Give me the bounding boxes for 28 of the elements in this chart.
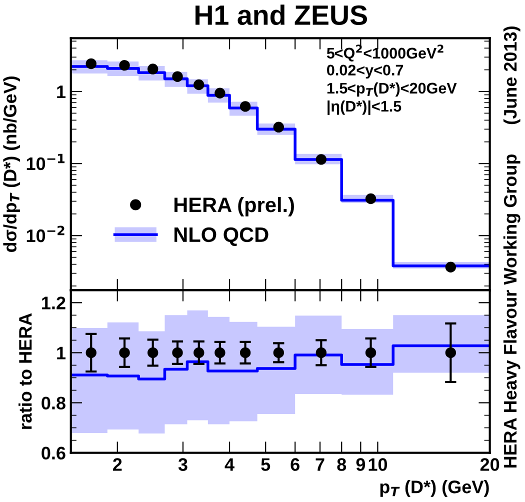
y-axis-title: ratio to HERA [18, 313, 32, 429]
text: (June 2013) [503, 26, 520, 124]
y-tick-label: 0.6 [42, 446, 66, 460]
x-tick-label: 3 [178, 458, 188, 471]
x-tick-label: 9 [356, 458, 366, 471]
x-tick-label: 7 [316, 458, 324, 471]
x-tick-label: 2 [113, 458, 122, 471]
x-axis-title: p$_{T}$ (D*) (GeV) [380, 480, 489, 497]
y-tick-label: 10$^{−1}$ [26, 154, 65, 170]
y-tick-label: 1 [57, 86, 66, 98]
annotation: |η(D*)|<1.5 [328, 100, 402, 115]
x-tick-label: 8 [337, 458, 346, 471]
chart-title: H1 and ZEUS [196, 4, 367, 26]
x-tick-label: 20 [480, 458, 500, 471]
x-tick-label: 4 [224, 458, 234, 471]
y-axis-title: dσ/dp$_{T}$ (D*) (nb/GeV) [3, 76, 20, 252]
x-tick-label: 5 [261, 458, 270, 471]
y-tick-label: 0.8 [42, 396, 66, 410]
annotation: 1.5<p$_{T}$(D*)<20GeV [327, 82, 457, 97]
text: HERA Heavy Flavour Working Group [503, 154, 520, 468]
annotation: 0.02<y<0.7 [327, 64, 404, 79]
y-tick-label: 1 [57, 346, 66, 360]
legend-label: NLO QCD [174, 227, 268, 246]
legend-label: HERA (prel.) [174, 196, 294, 216]
y-tick-label: 10$^{−2}$ [26, 226, 64, 242]
y-tick-label: 1.2 [42, 296, 66, 310]
x-tick-label: 10 [368, 458, 388, 471]
x-tick-label: 6 [290, 458, 300, 471]
